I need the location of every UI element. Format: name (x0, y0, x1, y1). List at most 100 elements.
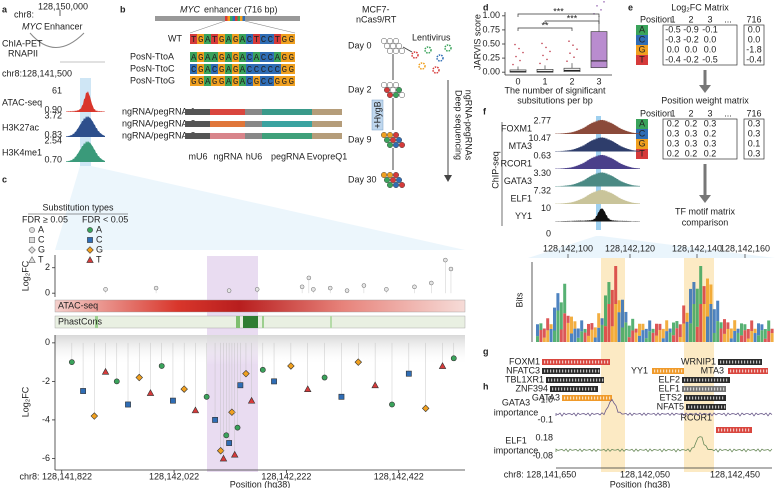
legend-marker (86, 246, 94, 254)
motif-stripe (565, 369, 567, 373)
legend-marker (87, 237, 93, 243)
motif-stripe (599, 378, 601, 382)
motif-stripe (561, 387, 563, 391)
motif-stripe (556, 360, 558, 364)
label: +HygB (372, 101, 382, 128)
label: Substitution types (42, 202, 114, 212)
header: ... (724, 108, 732, 118)
motif-name: GATA3 (532, 392, 560, 402)
motif-stripe (595, 360, 597, 364)
motif-stripe (716, 396, 718, 400)
axis-title: Position (hg38) (230, 479, 291, 488)
motif-name: YY1 (631, 365, 648, 375)
cell: 0.3 (748, 118, 761, 128)
motif-stripe (588, 387, 590, 391)
point (68, 359, 75, 366)
cell: 0.2 (667, 148, 680, 158)
logo-glyph (648, 320, 652, 332)
sequence: TGATGAGACTCCTGG (191, 35, 294, 45)
ngrna (210, 109, 245, 115)
legend-text: T (38, 254, 44, 264)
track-min: -0.1 (537, 414, 553, 424)
logo-glyph (699, 304, 703, 342)
logo-glyph (675, 321, 679, 329)
point (125, 401, 131, 408)
base-box (211, 64, 218, 74)
promoter (245, 109, 262, 115)
row-label: G (638, 44, 645, 54)
cell (380, 171, 388, 179)
motif-stripe (602, 378, 604, 382)
shade (55, 335, 465, 365)
track-name: ELF1 (505, 435, 527, 445)
outlier-dot (512, 63, 514, 66)
legend-text: G (96, 244, 103, 254)
track-name: YY1 (515, 211, 532, 221)
promoter (185, 121, 210, 127)
logo-glyph (695, 326, 699, 342)
point (338, 393, 345, 400)
cell: -0.4 (746, 54, 762, 64)
signal-track (66, 91, 105, 112)
logo-glyph (573, 328, 577, 342)
cell: 0.0 (748, 24, 761, 34)
motif-stripe (724, 428, 726, 432)
point (448, 266, 454, 272)
motif-stripe (579, 396, 581, 400)
row-label: C (639, 34, 646, 44)
point (203, 393, 210, 400)
panel-label: a (2, 4, 8, 14)
base-box (281, 64, 288, 74)
box (509, 69, 527, 73)
logo-glyph (692, 304, 696, 342)
motif-stripe (572, 378, 574, 382)
track-name: GATA3 (504, 176, 532, 186)
base-box (218, 34, 225, 44)
header: 716 (746, 14, 761, 24)
logo-glyph (746, 329, 750, 339)
motif-stripe (701, 396, 703, 400)
motif-stripe (678, 369, 680, 373)
cell (383, 42, 391, 50)
motif-stripe (718, 405, 720, 409)
point (212, 417, 218, 423)
motif-stripe (560, 378, 562, 382)
motif-stripe (596, 378, 598, 382)
y-tick-label: -2 (42, 376, 50, 386)
base-box (232, 76, 239, 86)
y-tick-label: 0.25 (482, 52, 500, 62)
cell: 0.1 (748, 138, 761, 148)
motif-stripe (551, 378, 553, 382)
track-name: FOXM1 (501, 123, 532, 133)
motif-stripe (563, 378, 565, 382)
y-tick-label: 1.00 (482, 10, 500, 20)
logo-glyph (556, 293, 560, 311)
track-max: 0.18 (535, 432, 553, 442)
base-box (197, 64, 204, 74)
logo-glyph (719, 328, 723, 342)
pegrna (262, 121, 312, 127)
motif-stripe (714, 387, 716, 391)
motif-stripe (744, 360, 746, 364)
y-tick-label: -6 (42, 453, 50, 463)
label: Bits (514, 292, 524, 308)
motif-stripe (567, 396, 569, 400)
motif-stripe (580, 360, 582, 364)
logo-glyph (587, 323, 590, 336)
label: chr8:128,141,500 (2, 68, 72, 78)
cell: -0.1 (702, 24, 718, 34)
axis-title: subsitutions per bp (517, 95, 593, 105)
motif-stripe (714, 378, 716, 382)
motif-stripe (579, 387, 581, 391)
motif-stripe (562, 360, 564, 364)
point (242, 369, 250, 378)
motif-stripe (699, 378, 701, 382)
sig-label: *** (567, 13, 578, 23)
cell (392, 91, 400, 99)
logo-glyph (661, 328, 665, 339)
row-label: T (639, 148, 645, 158)
motif-stripe (583, 360, 585, 364)
logo-glyph (678, 324, 682, 337)
base-box (232, 52, 239, 62)
logo-glyph (675, 328, 679, 342)
